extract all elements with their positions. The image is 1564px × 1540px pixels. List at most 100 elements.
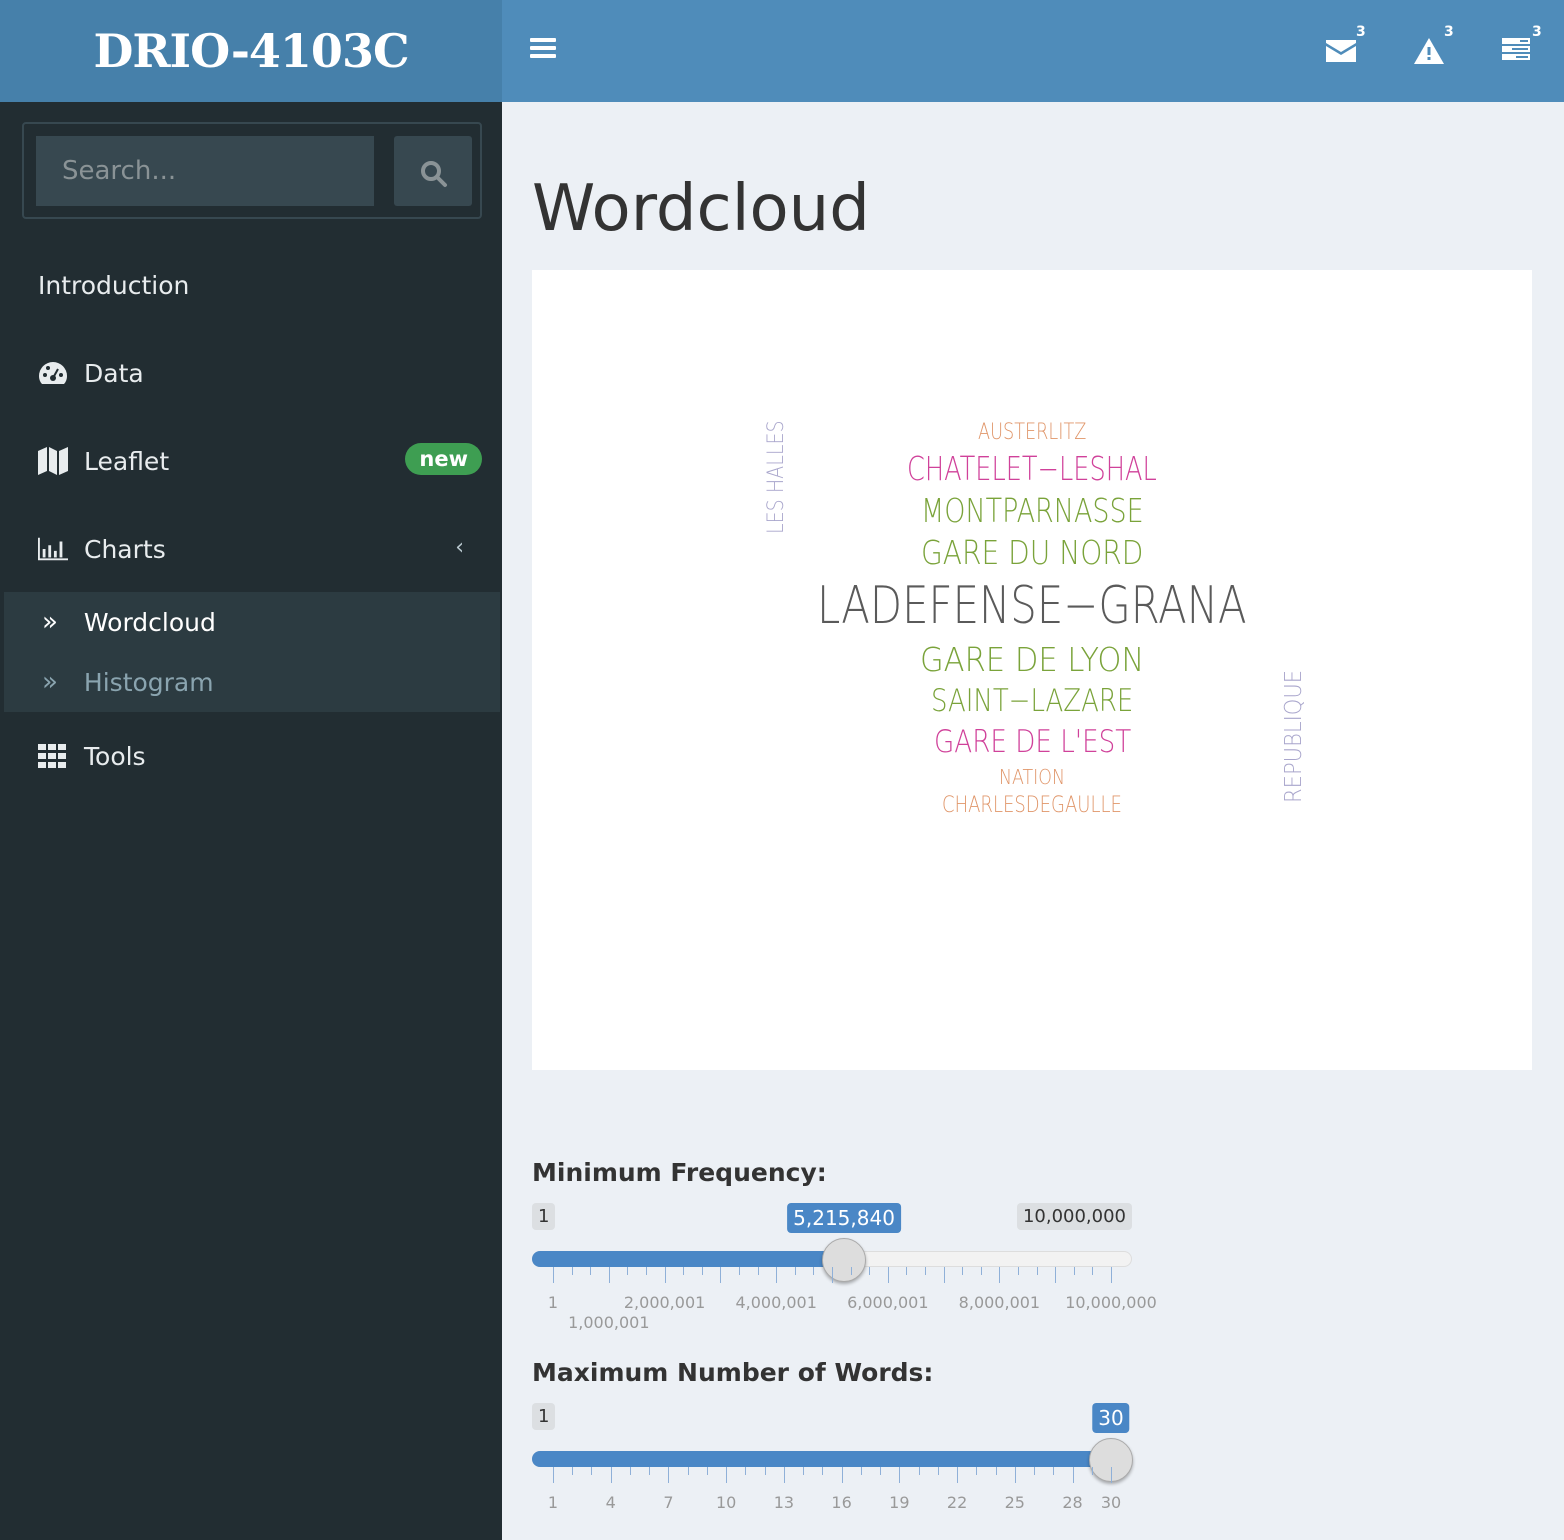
slider-fill xyxy=(532,1251,845,1267)
wordcloud-word: GARE DE L'EST xyxy=(933,724,1131,760)
slider-tick-label: 1,000,001 xyxy=(568,1313,650,1332)
slider-tick xyxy=(687,1467,689,1475)
tasks-dropdown[interactable]: 3 xyxy=(1502,24,1542,70)
app-logo[interactable]: DRIO-4103C xyxy=(0,0,502,102)
slider-tick xyxy=(957,1467,959,1483)
slider-tick-label: 1 xyxy=(547,1493,559,1512)
slider-tick-label: 4,000,001 xyxy=(735,1293,817,1312)
slider-tick xyxy=(906,1267,908,1275)
messages-dropdown[interactable]: 3 xyxy=(1326,24,1366,70)
slider-tick xyxy=(832,1267,833,1283)
slider-min-label: 1 xyxy=(532,1203,556,1230)
slider-tick xyxy=(943,1267,945,1283)
sidebar-item-label: Leaflet xyxy=(84,446,170,476)
wordcloud-word: SAINT−LAZARE xyxy=(931,683,1134,719)
wordcloud-word: NATION xyxy=(999,765,1065,789)
wordcloud-word: LADEFENSE−GRANA xyxy=(817,576,1247,636)
slider-tick xyxy=(664,1267,666,1283)
slider-tick xyxy=(590,1267,592,1275)
th-icon xyxy=(38,744,68,768)
sidebar-item-label: Introduction xyxy=(38,270,190,300)
wordcloud-word: GARE DU NORD xyxy=(921,533,1144,572)
double-chevron-right-icon: » xyxy=(42,667,58,697)
slider-tick xyxy=(1111,1267,1112,1283)
slider-tick xyxy=(1092,1267,1094,1275)
slider-tick xyxy=(701,1267,703,1275)
wordcloud-word: CHATELET−LESHAL xyxy=(907,449,1157,488)
search-input[interactable] xyxy=(36,136,374,206)
slider-tick xyxy=(976,1467,978,1475)
slider-tick xyxy=(591,1467,593,1475)
slider-tick-label: 30 xyxy=(1100,1493,1122,1512)
slider-tick-label: 16 xyxy=(831,1493,852,1512)
chevron-left-icon: ‹ xyxy=(455,535,464,560)
slider-min-label: 1 xyxy=(532,1403,556,1430)
slider-max-label: 10,000,000 xyxy=(1016,1203,1132,1230)
sidebar-item-label: Wordcloud xyxy=(83,607,216,637)
wordcloud-word: GARE DE LYON xyxy=(920,640,1145,679)
wordcloud-word: REPUBLIQUE xyxy=(1280,669,1307,803)
dashboard-icon xyxy=(38,361,68,385)
slider-tick xyxy=(803,1467,805,1475)
slider-tick xyxy=(739,1267,740,1275)
slider-tick xyxy=(1091,1467,1093,1475)
sidebar-item-leaflet[interactable]: Leaflet new xyxy=(0,417,502,505)
slider-tick xyxy=(649,1467,651,1475)
slider-tick-label: 28 xyxy=(1062,1493,1083,1512)
sidebar-item-label: Charts xyxy=(84,534,166,564)
slider-handle[interactable] xyxy=(822,1238,867,1282)
slider-tick xyxy=(757,1267,759,1275)
slider-tick xyxy=(1018,1267,1019,1275)
sidebar-item-histogram[interactable]: » Histogram xyxy=(4,652,500,712)
min-frequency-slider[interactable]: 1 10,000,000 5,215,840 1 1,000,001 2,000,0… xyxy=(532,1203,1157,1332)
slider-tick-label: 4 xyxy=(605,1493,616,1512)
slider-tick xyxy=(1072,1467,1074,1483)
slider-tick xyxy=(783,1467,785,1483)
wordcloud-plot: LADEFENSE−GRANA CHATELET−LESHAL MONTPARN… xyxy=(532,270,1532,1070)
search-button[interactable] xyxy=(394,136,472,206)
slider-tick xyxy=(726,1467,728,1483)
slider-tick-label: 19 xyxy=(889,1493,910,1512)
slider-tick xyxy=(980,1267,982,1275)
slider-tick xyxy=(706,1467,708,1475)
max-words-slider[interactable]: 1 30 1 4 7 10 13 16 19 22 25 28 30 xyxy=(532,1403,1133,1523)
tasks-badge: 3 xyxy=(1532,24,1542,40)
slider-tick xyxy=(764,1467,766,1475)
slider-tick xyxy=(683,1267,685,1275)
slider-tick xyxy=(608,1267,610,1283)
messages-badge: 3 xyxy=(1356,24,1366,40)
slider-tick xyxy=(553,1467,554,1483)
notifications-dropdown[interactable]: 3 xyxy=(1414,24,1454,70)
wordcloud-word: AUSTERLITZ xyxy=(978,420,1087,445)
slider-tick xyxy=(1053,1467,1055,1475)
slider-tick xyxy=(1014,1467,1016,1483)
search-icon xyxy=(421,161,447,187)
slider-tick-label: 25 xyxy=(1004,1493,1025,1512)
slider-tick xyxy=(646,1267,647,1275)
wordcloud-word: MONTPARNASSE xyxy=(920,491,1144,530)
double-chevron-right-icon: » xyxy=(42,607,58,637)
slider-tick xyxy=(860,1467,862,1475)
envelope-icon xyxy=(1326,40,1356,62)
slider-value-label: 5,215,840 xyxy=(787,1203,901,1233)
page-title: Wordcloud xyxy=(532,172,870,246)
slider-tick-label: 22 xyxy=(946,1493,968,1512)
slider-tick xyxy=(553,1267,554,1283)
sidebar-item-wordcloud[interactable]: » Wordcloud xyxy=(4,592,500,652)
slider-tick xyxy=(841,1467,843,1483)
wordcloud-word: LES HALLES xyxy=(764,420,789,534)
slider-tick xyxy=(776,1267,778,1283)
slider-tick xyxy=(1073,1267,1075,1275)
slider-tick xyxy=(899,1467,901,1483)
sidebar-search-form xyxy=(22,122,482,219)
slider-tick xyxy=(745,1467,747,1475)
slider-tick xyxy=(995,1467,997,1475)
slider-tick xyxy=(925,1267,926,1275)
sidebar-toggle-icon[interactable] xyxy=(530,38,556,62)
sidebar-item-tools[interactable]: Tools xyxy=(0,712,502,800)
slider-tick xyxy=(720,1267,722,1283)
sidebar-item-data[interactable]: Data xyxy=(0,329,502,417)
slider-tick xyxy=(937,1467,939,1475)
sidebar-item-introduction[interactable]: Introduction xyxy=(0,241,502,329)
sidebar-item-charts[interactable]: Charts ‹ xyxy=(0,505,502,593)
